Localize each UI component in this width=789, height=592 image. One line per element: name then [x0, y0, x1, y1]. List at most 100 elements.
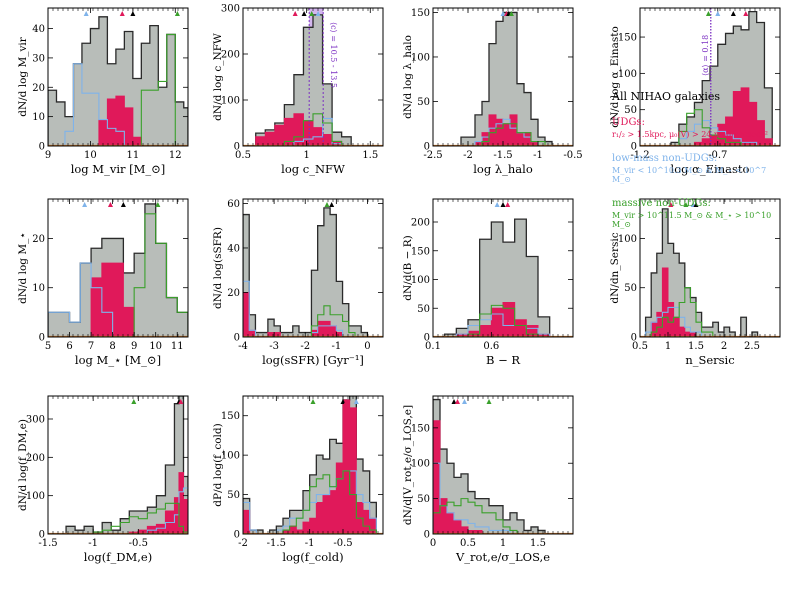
y-tick-label: 150: [618, 33, 637, 44]
x-tick-label: -1.5: [493, 150, 512, 161]
x-axis-label: B − R: [486, 353, 520, 367]
x-tick-label: -1: [331, 341, 341, 352]
y-tick-label: 50: [227, 490, 240, 501]
x-tick-label: 0.1: [425, 341, 441, 352]
x-tick-label: -1.5: [38, 538, 57, 549]
hist-all: [243, 207, 369, 337]
y-tick-label: 0: [39, 142, 45, 153]
x-axis-label: log(f_DM,e): [84, 550, 152, 564]
median-marker: [82, 202, 88, 207]
panel-4: 5 6 7 8 9 10 11 0 10 20 log M_⋆ [M_⊙] dN/d log M_⋆: [17, 198, 189, 367]
hist-massive: [671, 109, 773, 146]
median-marker: [683, 202, 689, 207]
y-tick-label: 0: [424, 333, 430, 344]
legend-title: All NIHAO galaxies: [612, 90, 721, 103]
median-marker: [131, 399, 137, 404]
y-axis-label: dN/d log c_NFW: [212, 33, 224, 121]
hist-massive: [645, 287, 758, 337]
hist-low: [66, 487, 188, 534]
y-tick-label: 0: [234, 530, 240, 541]
y-tick-label: 200: [26, 453, 45, 464]
median-marker: [668, 202, 674, 207]
y-axis-label: dN/d log M_⋆: [17, 232, 29, 304]
y-tick-label: 150: [221, 411, 240, 422]
y-tick-label: 100: [411, 275, 430, 286]
x-tick-label: 11: [171, 341, 184, 352]
x-tick-label: 10: [149, 341, 162, 352]
y-axis-label: dN/d log α_Einasto: [609, 26, 621, 128]
y-tick-label: 50: [417, 304, 430, 315]
legend-massive-name: massive non-UDGs:: [612, 198, 711, 209]
x-tick-label: 0.6: [483, 341, 499, 352]
y-tick-label: 20: [32, 83, 45, 94]
y-tick-label: 0: [39, 333, 45, 344]
hist-massive: [243, 305, 368, 337]
y-tick-label: 150: [411, 246, 430, 257]
y-tick-label: 50: [417, 494, 430, 505]
x-tick-label: 2: [721, 341, 727, 352]
legend: All NIHAO galaxies UDGs: r₁/₂ > 1.5kpc, …: [612, 90, 787, 229]
y-axis-label: dN/d log(f_DM,e): [17, 419, 29, 511]
median-marker: [174, 11, 180, 16]
hist-low: [671, 120, 773, 146]
x-tick-label: 8: [109, 341, 115, 352]
legend-udg-desc: r₁/₂ > 1.5kpc, μ₀(V) > 24 mag/arcsec⁻²: [612, 130, 768, 139]
median-marker: [315, 11, 321, 16]
y-tick-label: 100: [411, 52, 430, 63]
median-marker: [155, 202, 161, 207]
x-tick-label: 1: [665, 341, 671, 352]
y-axis-label: dN/d log λ_halo: [402, 35, 414, 119]
y-axis-label: dN/d log M_vir: [17, 36, 29, 117]
y-tick-label: 150: [411, 423, 430, 434]
y-axis-label: dN/d[V_rot,e/σ_LOS,e]: [402, 405, 414, 525]
y-tick-label: 40: [32, 24, 45, 35]
x-tick-label: 2.5: [744, 341, 760, 352]
panel-5: -4 -3 -2 -1 0 0 20 40 60 log(sSFR) [Gyr⁻¹] dN/d lo…: [212, 198, 384, 367]
median-marker: [353, 399, 359, 404]
x-tick-label: 6: [66, 341, 72, 352]
y-tick-label: 0: [631, 333, 637, 344]
hist-low: [243, 280, 368, 337]
hist-udg: [66, 472, 188, 534]
y-tick-label: 50: [624, 283, 637, 294]
x-tick-label: -2: [238, 538, 248, 549]
median-marker: [730, 11, 736, 16]
y-axis-label: dP/d log(f_cold): [212, 423, 224, 506]
median-marker: [705, 11, 711, 16]
median-marker: [120, 202, 126, 207]
x-tick-label: 10: [84, 150, 97, 161]
y-tick-label: 0: [424, 142, 430, 153]
x-axis-label: log M_⋆ [M_⊙]: [75, 353, 161, 367]
median-marker: [486, 399, 492, 404]
hist-massive: [243, 470, 377, 534]
hist-massive: [66, 502, 188, 534]
median-marker: [451, 399, 457, 404]
hist-massive: [255, 113, 352, 146]
y-tick-label: 300: [221, 4, 240, 15]
y-tick-label: 0: [39, 530, 45, 541]
hist-massive: [48, 213, 188, 337]
median-marker: [500, 202, 506, 207]
y-tick-label: 20: [32, 234, 45, 245]
x-tick-label: 0: [430, 538, 436, 549]
y-tick-label: 100: [221, 96, 240, 107]
hist-udg: [48, 95, 188, 146]
hist-massive: [461, 123, 552, 146]
hist-low: [48, 262, 188, 337]
hist-massive: [48, 33, 188, 146]
median-marker: [301, 11, 307, 16]
x-tick-label: 0.5: [235, 150, 251, 161]
panel-8: -1.5 -1 -0.5 0 100 200 300 log(f_DM,e) dN/d log(…: [17, 395, 189, 564]
y-tick-label: 0: [631, 142, 637, 153]
x-tick-label: 1: [500, 538, 506, 549]
median-marker: [107, 202, 113, 207]
median-marker: [324, 202, 330, 207]
median-marker: [340, 399, 346, 404]
y-tick-label: 20: [227, 288, 240, 299]
x-tick-label: 5: [45, 341, 51, 352]
x-tick-label: -0.5: [129, 538, 148, 549]
y-tick-label: 300: [26, 415, 45, 426]
y-tick-label: 100: [221, 451, 240, 462]
panel-9: -2 -1.5 -1 -0.5 0 50 100 150 log(f_cold) dP/d log…: [212, 395, 384, 564]
